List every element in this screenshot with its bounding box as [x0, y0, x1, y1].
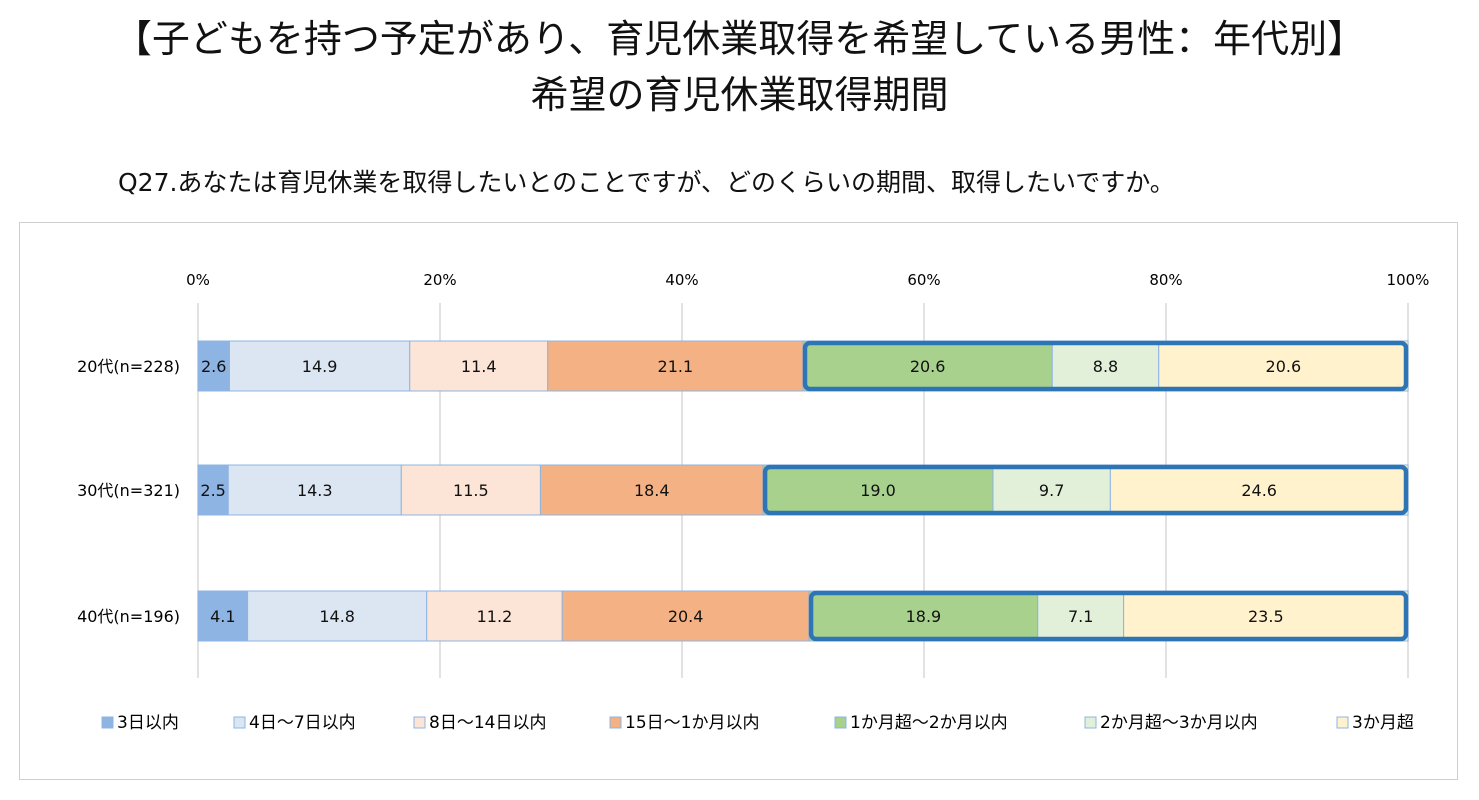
highlight-box	[762, 464, 1409, 516]
highlight-box	[802, 340, 1409, 392]
bar-segment	[561, 590, 810, 642]
bar-segment	[802, 340, 1053, 392]
legend-swatch	[101, 716, 114, 729]
data-label: 20.6	[1266, 357, 1302, 376]
data-label: 14.3	[297, 481, 333, 500]
data-label: 2.5	[200, 481, 225, 500]
bar-segment	[539, 464, 764, 516]
bar-segment	[1123, 590, 1409, 642]
data-label: 23.5	[1248, 607, 1284, 626]
legend-label: 3日以内	[117, 713, 179, 733]
data-label: 8.8	[1093, 357, 1118, 376]
stacked-bar-chart: 0% 20% 40% 60% 80% 100% 20代(n=228) 2.6 14.9 11.4 2…	[77, 271, 1430, 733]
bar-segment	[247, 590, 428, 642]
data-label: 18.9	[906, 607, 942, 626]
chart-area: 0% 20% 40% 60% 80% 100% 20代(n=228) 2.6 14.9 11.4 2…	[19, 222, 1458, 780]
bar-segment	[227, 464, 402, 516]
bar-segment	[808, 590, 1039, 642]
data-label: 14.8	[319, 607, 355, 626]
bar-segment	[197, 590, 249, 642]
category-label: 40代(n=196)	[77, 607, 180, 626]
bar-segment	[1051, 340, 1160, 392]
x-tick-label: 0%	[186, 271, 210, 289]
legend-label: 8日～14日以内	[429, 713, 546, 733]
bar-segment	[197, 464, 229, 516]
legend-label: 15日～1か月以内	[625, 713, 759, 733]
chart-title-line2: 希望の育児休業取得期間	[530, 73, 949, 117]
bar-segment	[992, 464, 1111, 516]
x-tick-label: 40%	[665, 271, 698, 289]
legend-swatch	[1336, 716, 1349, 729]
bar-segment	[1109, 464, 1409, 516]
survey-question: Q27.あなたは育児休業を取得したいとのことですが、どのくらいの期間、取得したい…	[118, 168, 1175, 197]
legend-swatch	[233, 716, 246, 729]
legend-swatch	[413, 716, 426, 729]
bar-segment	[547, 340, 804, 392]
legend-label: 4日～7日以内	[249, 713, 356, 733]
legend-swatch	[834, 716, 847, 729]
legend-swatch	[609, 716, 622, 729]
x-tick-label: 80%	[1149, 271, 1182, 289]
x-tick-label: 100%	[1387, 271, 1430, 289]
data-label: 9.7	[1039, 481, 1064, 500]
legend-swatch	[1084, 716, 1097, 729]
bar-segment	[1158, 340, 1409, 392]
data-label: 4.1	[210, 607, 235, 626]
bar-segment	[426, 590, 563, 642]
data-label: 11.5	[453, 481, 489, 500]
data-label: 20.4	[668, 607, 704, 626]
chart-title-line1: 【子どもを持つ予定があり、育児休業取得を希望している男性：年代別】	[113, 17, 1366, 61]
legend-label: 2か月超～3か月以内	[1100, 713, 1258, 733]
x-tick-label: 20%	[423, 271, 456, 289]
category-label: 30代(n=321)	[77, 481, 180, 500]
data-label: 18.4	[634, 481, 670, 500]
bar-segment	[762, 464, 994, 516]
data-label: 21.1	[658, 357, 694, 376]
legend-label: 1か月超～2か月以内	[850, 713, 1008, 733]
highlight-box	[808, 590, 1409, 642]
bar-segment	[197, 340, 230, 392]
category-label: 20代(n=228)	[77, 357, 180, 376]
bar-segment	[400, 464, 541, 516]
data-label: 2.6	[201, 357, 226, 376]
data-label: 20.6	[910, 357, 946, 376]
data-label: 19.0	[860, 481, 896, 500]
x-tick-label: 60%	[907, 271, 940, 289]
data-label: 11.4	[461, 357, 497, 376]
data-label: 14.9	[302, 357, 338, 376]
legend-label: 3か月超	[1352, 713, 1414, 733]
data-label: 7.1	[1068, 607, 1093, 626]
data-label: 24.6	[1241, 481, 1277, 500]
data-label: 11.2	[477, 607, 513, 626]
